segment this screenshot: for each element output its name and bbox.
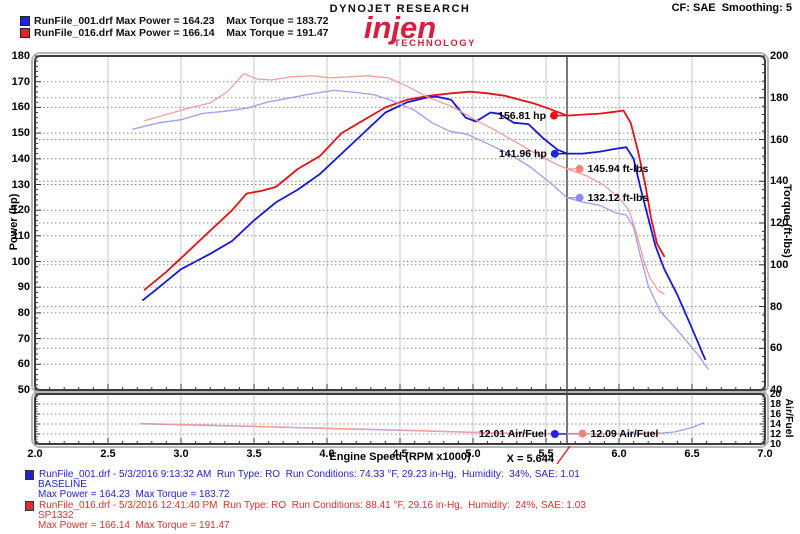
- panel-frame: [34, 55, 766, 391]
- cursor-value-label: 12.09 Air/Fuel: [590, 427, 659, 440]
- af-tick-label: 16: [770, 409, 782, 420]
- series-tq: [143, 73, 665, 295]
- run2-details: RunFile_016.drf - 5/3/2016 12:41:40 PM R…: [25, 501, 586, 531]
- rpm-tick-label: 7.0: [757, 448, 773, 460]
- power-tick-label: 50: [17, 384, 30, 396]
- legend-run1-text: RunFile_001.drf Max Power = 164.23 Max T…: [34, 14, 329, 27]
- cursor-value-label: 12.01 Air/Fuel: [478, 428, 547, 440]
- cursor-value-dot: [550, 149, 559, 158]
- rpm-tick-label: 6.0: [611, 448, 627, 460]
- torque-tick-label: 60: [770, 342, 783, 355]
- rpm-tick-label: 2.5: [100, 448, 116, 460]
- legend-run2-text: RunFile_016.drf Max Power = 166.14 Max T…: [34, 26, 329, 39]
- rpm-tick-label: 5.0: [465, 448, 481, 460]
- run2-label: SP1332: [38, 510, 74, 521]
- power-tick-label: 150: [11, 127, 30, 140]
- cursor-value-label: 156.81 hp: [498, 109, 546, 122]
- torque-tick-label: 140: [770, 175, 789, 188]
- cursor-value-dot: [575, 164, 584, 173]
- cursor-value-label: 141.96 hp: [498, 147, 547, 160]
- series-tq: [132, 89, 709, 370]
- torque-axis-title: Torque (ft-lbs): [781, 184, 793, 258]
- x-axis-title: Engine Speed (RPM x1000): [329, 451, 471, 463]
- power-tick-label: 90: [17, 281, 30, 294]
- power-tick-label: 80: [17, 306, 30, 319]
- run1-detail-swatch: [25, 470, 34, 480]
- power-tick-label: 100: [11, 255, 30, 268]
- cursor-value-label: 145.94 ft-lbs: [587, 162, 649, 175]
- run-legend: RunFile_001.drf Max Power = 164.23 Max T…: [20, 15, 329, 39]
- run2-color-swatch: [20, 27, 30, 38]
- rpm-tick-label: 4.5: [392, 448, 408, 460]
- power-tick-label: 120: [11, 204, 30, 217]
- series-af: [143, 422, 661, 435]
- rpm-tick-label: 2.0: [27, 448, 43, 460]
- af-tick-label: 14: [770, 419, 782, 430]
- cursor-value-dot: [550, 430, 559, 438]
- rpm-tick-label: 6.5: [684, 448, 700, 460]
- run2-max-values: Max Power = 166.14 Max Torque = 191.47: [38, 520, 230, 531]
- cursor-x-label: X = 5.644: [506, 453, 554, 465]
- power-tick-label: 70: [17, 332, 30, 345]
- series-hp: [143, 90, 666, 291]
- power-tick-label: 60: [17, 358, 30, 371]
- cf-smoothing-label: CF: SAE Smoothing: 5: [671, 2, 792, 14]
- af-tick-label: 18: [770, 399, 782, 410]
- run1-color-swatch: [20, 15, 30, 26]
- cursor-pointer-line: [556, 445, 571, 465]
- rpm-tick-label: 5.5: [538, 448, 554, 460]
- af-tick-label: 20: [770, 389, 782, 400]
- af-tick-label: 12: [770, 429, 782, 440]
- power-tick-label: 170: [11, 75, 30, 88]
- af-tick-label: 10: [770, 439, 782, 450]
- torque-tick-label: 200: [770, 50, 789, 62]
- cursor-value-dot: [578, 429, 587, 438]
- run2-conditions: RunFile_016.drf - 5/3/2016 12:41:40 PM R…: [39, 500, 586, 511]
- power-axis-title: Power (hp): [8, 193, 20, 251]
- torque-tick-label: 80: [770, 300, 783, 313]
- rpm-tick-label: 4.0: [319, 448, 335, 460]
- power-tick-label: 140: [11, 152, 30, 165]
- rpm-tick-label: 3.5: [246, 448, 262, 460]
- torque-tick-label: 100: [770, 258, 789, 271]
- cursor-value-label: 132.12 ft-lbs: [587, 191, 649, 204]
- injen-logo-text: injen: [363, 10, 437, 45]
- run2-detail-swatch: [25, 501, 34, 511]
- cursor-value-dot: [575, 193, 584, 202]
- panel-frame: [34, 393, 766, 445]
- brand-logo: DYNOJET RESEARCH injen TECHNOLOGY: [318, 3, 482, 49]
- dynojet-research-label: DYNOJET RESEARCH: [329, 3, 471, 15]
- legend-run2: RunFile_016.drf Max Power = 166.14 Max T…: [20, 26, 329, 39]
- power-tick-label: 180: [11, 50, 30, 62]
- run1-max-values: Max Power = 164.23 Max Torque = 183.72: [38, 489, 230, 500]
- run1-conditions: RunFile_001.drf - 5/3/2016 9:13:32 AM Ru…: [39, 469, 580, 480]
- power-tick-label: 160: [11, 101, 30, 114]
- rpm-tick-label: 3.0: [173, 448, 189, 460]
- run1-details: RunFile_001.drf - 5/3/2016 9:13:32 AM Ru…: [25, 470, 586, 500]
- torque-tick-label: 160: [770, 133, 789, 146]
- torque-tick-label: 120: [770, 217, 789, 229]
- power-tick-label: 110: [12, 229, 30, 242]
- injen-technology-label: TECHNOLOGY: [393, 38, 476, 49]
- power-tick-label: 130: [11, 178, 30, 191]
- run-details: RunFile_001.drf - 5/3/2016 9:13:32 AM Ru…: [25, 470, 586, 532]
- torque-tick-label: 40: [770, 384, 783, 396]
- cursor-value-dot: [550, 111, 558, 120]
- series-hp: [142, 95, 706, 361]
- torque-tick-label: 180: [770, 91, 789, 104]
- legend-run1: RunFile_001.drf Max Power = 164.23 Max T…: [20, 14, 329, 27]
- run1-label: BASELINE: [38, 479, 87, 490]
- af-axis-title: Air/Fuel: [783, 398, 795, 438]
